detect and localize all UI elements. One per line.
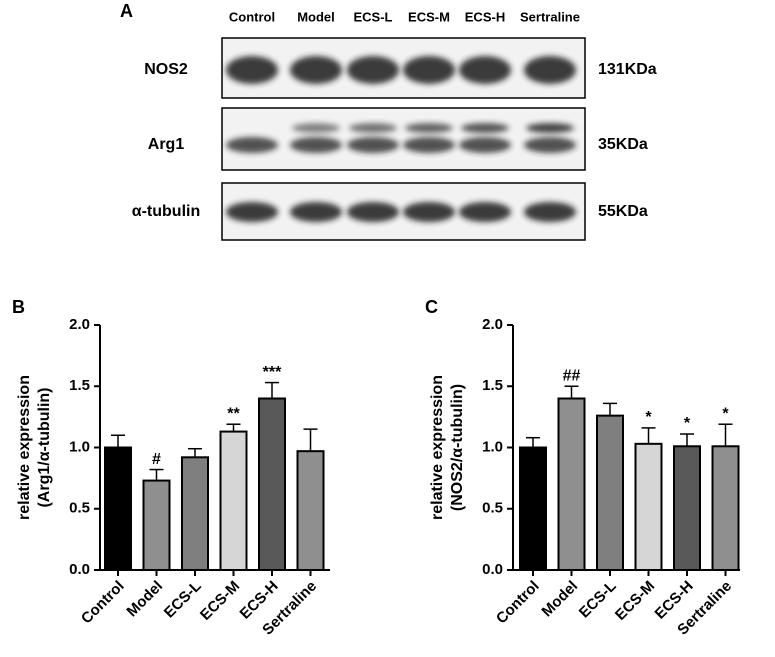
- bar: [142, 479, 171, 572]
- significance: *: [645, 409, 652, 426]
- row-label: α-tubulin: [132, 203, 200, 220]
- significance: *: [684, 415, 691, 432]
- y-tick-label: 2.0: [69, 316, 90, 333]
- y-tick-label: 0.0: [482, 561, 503, 578]
- bar: [258, 397, 286, 571]
- blot-band: [526, 123, 574, 133]
- y-tick-label: 1.5: [69, 377, 90, 394]
- x-tick-label: ECS-M: [612, 578, 658, 624]
- panel-label: B: [12, 297, 25, 317]
- x-tick-label: Control: [493, 578, 543, 628]
- blot-band: [459, 137, 511, 153]
- bar: [104, 446, 132, 571]
- bar: [557, 397, 586, 571]
- bar: [673, 445, 701, 571]
- x-tick-label: ECS-M: [197, 578, 243, 624]
- size-label: 55KDa: [598, 203, 648, 220]
- lane-label: Control: [229, 9, 275, 24]
- blot-band: [347, 202, 399, 222]
- bar: [596, 414, 624, 571]
- row-label: Arg1: [148, 136, 185, 153]
- bar: [296, 450, 325, 571]
- bar: [519, 446, 547, 571]
- y-tick-label: 1.0: [482, 438, 503, 455]
- x-tick-label: ECS-L: [161, 578, 205, 622]
- y-tick-label: 0.5: [69, 500, 90, 517]
- blot-band: [226, 137, 278, 153]
- blot-band: [403, 56, 455, 84]
- significance: ***: [263, 364, 282, 381]
- blot-band: [459, 56, 511, 84]
- lane-label: ECS-H: [465, 9, 505, 24]
- blot-band: [226, 202, 278, 222]
- bar: [634, 442, 663, 572]
- lane-label: Model: [297, 9, 335, 24]
- significance: #: [152, 451, 161, 468]
- y-tick-label: 1.5: [482, 377, 503, 394]
- blot-band: [524, 137, 576, 153]
- bar: [181, 456, 209, 571]
- blot-band: [461, 123, 509, 133]
- lane-label: Sertraline: [520, 9, 580, 24]
- y-tick-label: 0.0: [69, 561, 90, 578]
- blot-band: [290, 137, 342, 153]
- y-tick-label: 0.5: [482, 500, 503, 517]
- blot-band: [349, 123, 397, 133]
- x-tick-label: ECS-L: [576, 578, 620, 622]
- y-axis-title: relative expression: [16, 375, 33, 520]
- blot-band: [226, 56, 278, 84]
- blot-band: [524, 202, 576, 222]
- blot-band: [347, 137, 399, 153]
- panel-label: C: [425, 297, 438, 317]
- blot-band: [292, 123, 340, 133]
- blot-band: [403, 202, 455, 222]
- blot-band: [524, 56, 576, 84]
- blot-band: [403, 137, 455, 153]
- y-tick-label: 1.0: [69, 438, 90, 455]
- panel-label: A: [120, 1, 133, 21]
- y-tick-label: 2.0: [482, 316, 503, 333]
- y-axis-title: (Arg1/α-tubulin): [36, 387, 53, 507]
- blot-band: [290, 56, 342, 84]
- lane-label: ECS-M: [408, 9, 450, 24]
- blot-band: [290, 202, 342, 222]
- size-label: 35KDa: [598, 136, 648, 153]
- y-axis-title: relative expression: [429, 375, 446, 520]
- x-tick-label: Control: [78, 578, 128, 628]
- blot-box: [221, 107, 586, 171]
- blot-band: [405, 123, 453, 133]
- significance: ##: [563, 367, 581, 384]
- bar: [219, 430, 248, 572]
- y-axis-title: (NOS2/α-tubulin): [449, 384, 466, 511]
- bar: [711, 445, 740, 571]
- x-tick-label: Model: [538, 578, 581, 621]
- blot-band: [347, 56, 399, 84]
- row-label: NOS2: [144, 61, 188, 78]
- significance: *: [722, 405, 729, 422]
- x-tick-label: Model: [123, 578, 166, 621]
- significance: **: [227, 405, 240, 422]
- lane-label: ECS-L: [354, 9, 393, 24]
- blot-band: [459, 202, 511, 222]
- size-label: 131KDa: [598, 61, 657, 78]
